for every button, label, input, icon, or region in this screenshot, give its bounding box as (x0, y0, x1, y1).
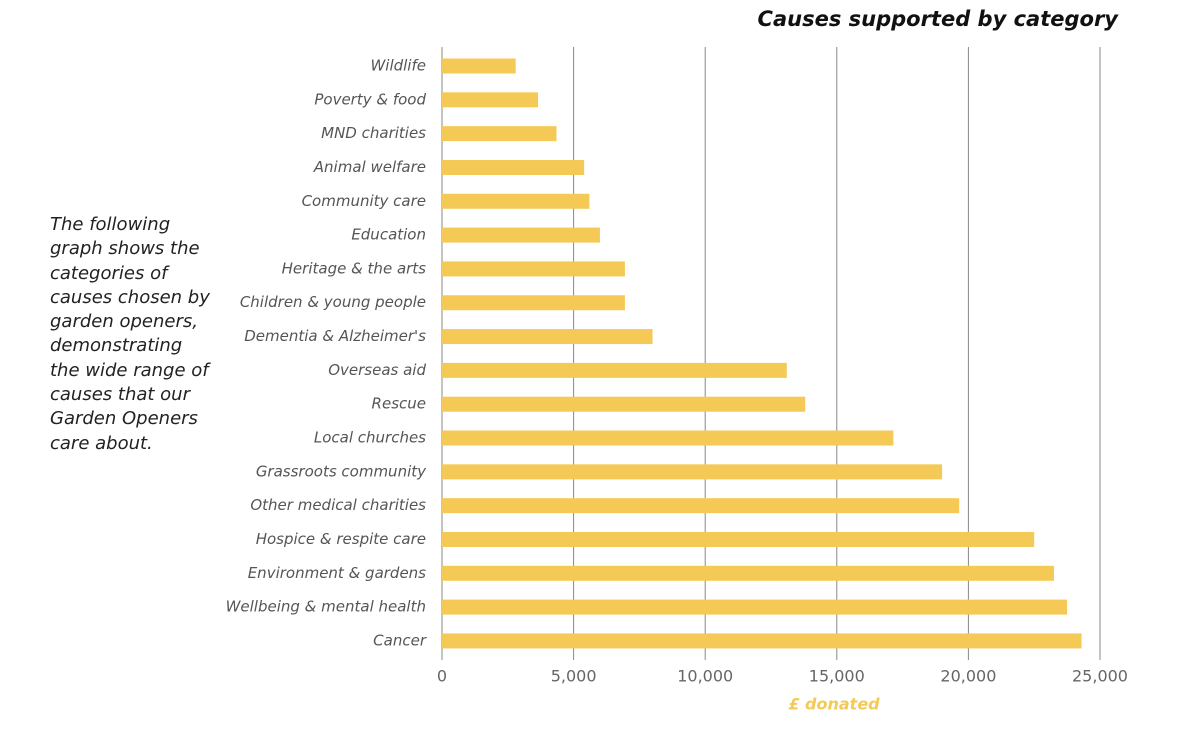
y-tick-label: Education (351, 226, 426, 244)
bar (442, 227, 600, 243)
bar (442, 396, 806, 412)
bar (442, 261, 625, 277)
y-tick-label: Overseas aid (328, 361, 426, 379)
bar (442, 633, 1082, 649)
y-tick-label: Wellbeing & mental health (226, 598, 426, 616)
y-tick-label: Local churches (314, 429, 426, 447)
x-tick-label: 25,000 (1072, 667, 1128, 686)
y-tick-label: Wildlife (370, 57, 426, 75)
chart-title: Causes supported by category (758, 7, 1120, 31)
y-tick-label: Cancer (373, 631, 427, 649)
bar (442, 92, 539, 108)
y-tick-label: Children & young people (240, 293, 426, 311)
x-tick-label: 0 (437, 667, 447, 686)
y-tick-label: Environment & gardens (248, 564, 426, 582)
bar (442, 464, 943, 480)
y-tick-label: Grassroots community (256, 462, 427, 480)
y-tick-label: Hospice & respite care (256, 530, 426, 548)
y-tick-label: Heritage & the arts (282, 259, 427, 277)
y-tick-label: Rescue (372, 395, 426, 413)
y-tick-label: Dementia & Alzheimer's (244, 327, 426, 345)
bar (442, 329, 653, 345)
x-tick-label: 15,000 (809, 667, 865, 686)
x-axis-label: £ donated (788, 695, 880, 714)
bar (442, 126, 557, 142)
y-tick-label: Other medical charities (250, 496, 426, 514)
bar (442, 565, 1054, 581)
bar (442, 430, 894, 446)
y-tick-label: MND charities (321, 124, 426, 142)
bar (442, 159, 585, 175)
bar (442, 599, 1068, 615)
bar (442, 531, 1035, 547)
x-tick-label: 20,000 (940, 667, 996, 686)
y-tick-label: Animal welfare (313, 158, 426, 176)
bar (442, 295, 625, 311)
y-tick-label: Poverty & food (314, 90, 426, 108)
y-tick-label: Community care (302, 192, 426, 210)
bar (442, 193, 590, 209)
bar (442, 498, 960, 514)
annotation: The following graph shows the categories… (50, 214, 210, 454)
bar (442, 362, 787, 378)
x-tick-label: 10,000 (677, 667, 733, 686)
bar (442, 58, 516, 74)
x-tick-label: 5,000 (551, 667, 597, 686)
